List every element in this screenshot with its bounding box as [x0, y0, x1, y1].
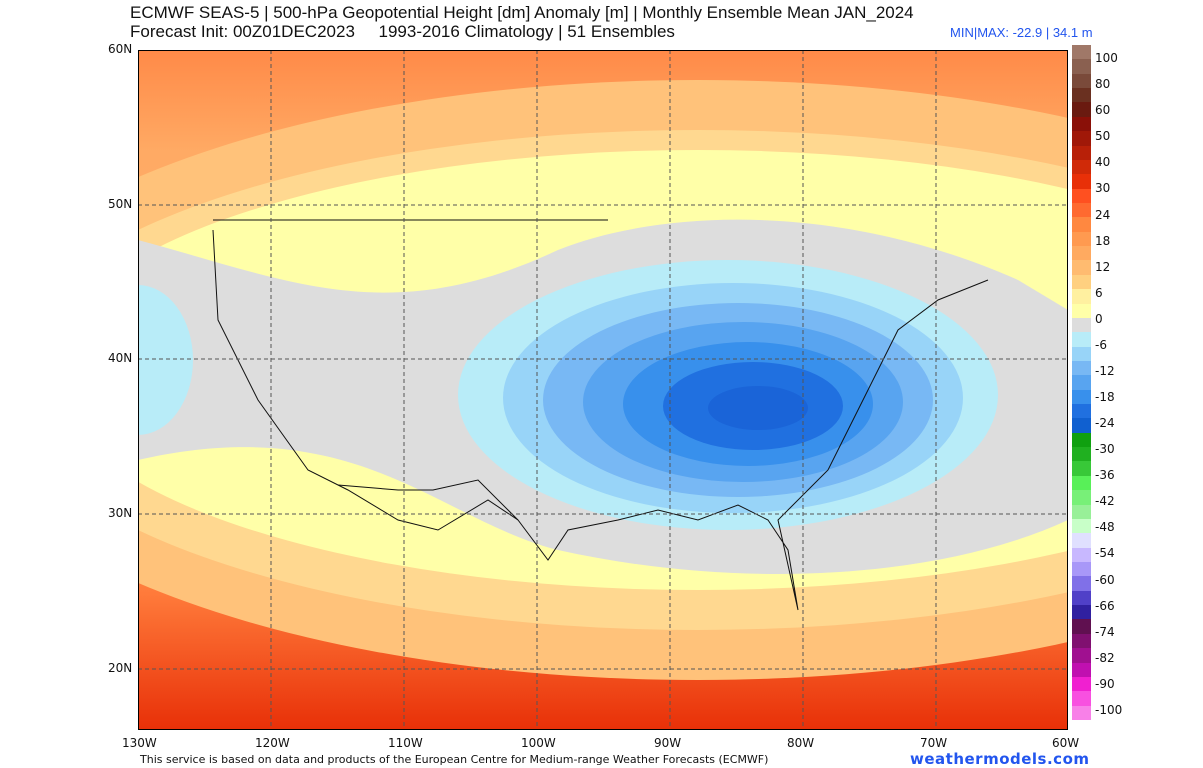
- colorbar-swatch: [1072, 662, 1091, 678]
- colorbar-swatch: [1072, 404, 1091, 419]
- colorbar-label: 80: [1095, 77, 1111, 91]
- colorbar-label: 30: [1095, 181, 1111, 195]
- colorbar-swatch: [1072, 59, 1091, 75]
- colorbar-label: -18: [1095, 390, 1115, 404]
- colorbar-label: -90: [1095, 677, 1115, 691]
- colorbar-swatch: [1072, 676, 1091, 692]
- colorbar-label: -42: [1095, 494, 1115, 508]
- colorbar-swatch: [1072, 633, 1091, 649]
- colorbar-swatch: [1072, 73, 1091, 89]
- colorbar-label: 18: [1095, 234, 1111, 248]
- colorbar-swatch: [1072, 303, 1091, 319]
- colorbar-swatch: [1072, 590, 1091, 606]
- colorbar-swatch: [1072, 447, 1091, 462]
- footer-credit: This service is based on data and produc…: [140, 753, 769, 766]
- colorbar-swatch: [1072, 389, 1091, 405]
- longitude-label: 120W: [255, 736, 290, 750]
- colorbar-swatch: [1072, 217, 1091, 233]
- colorbar-swatch: [1072, 691, 1091, 707]
- colorbar-label: 100: [1095, 51, 1118, 65]
- colorbar-swatch: [1072, 159, 1091, 175]
- us-mexico-border: [337, 479, 519, 521]
- colorbar-swatch: [1072, 418, 1091, 434]
- longitude-label: 70W: [920, 736, 948, 750]
- contour-neg3-west: [138, 285, 193, 435]
- colorbar-label: -12: [1095, 364, 1115, 378]
- colorbar-label: -82: [1095, 651, 1115, 665]
- colorbar-swatch: [1072, 202, 1091, 218]
- colorbar-swatch: [1072, 289, 1091, 304]
- colorbar-swatch: [1072, 145, 1091, 161]
- colorbar-swatch: [1072, 274, 1091, 290]
- colorbar-swatch: [1072, 504, 1091, 520]
- colorbar-swatch: [1072, 174, 1091, 190]
- longitude-label: 80W: [787, 736, 815, 750]
- colorbar-label: 6: [1095, 286, 1103, 300]
- colorbar-swatch: [1072, 116, 1091, 132]
- colorbar-swatch: [1072, 231, 1091, 247]
- title-line-1: ECMWF SEAS-5 | 500-hPa Geopotential Heig…: [130, 3, 914, 22]
- colorbar-label: 40: [1095, 155, 1111, 169]
- coastline: [212, 229, 989, 611]
- colorbar-swatch: [1072, 576, 1091, 592]
- graticule: [138, 50, 1068, 730]
- colorbar-swatch: [1072, 88, 1091, 103]
- latitude-label: 50N: [108, 197, 133, 211]
- colorbar-label: -66: [1095, 599, 1115, 613]
- min-max-readout: MIN|MAX: -22.9 | 34.1 m: [950, 25, 1093, 40]
- contour-neg21: [708, 386, 808, 430]
- colorbar-label: -36: [1095, 468, 1115, 482]
- latitude-label: 60N: [108, 42, 133, 56]
- colorbar-swatch: [1072, 360, 1091, 376]
- colorbar-swatch: [1072, 490, 1091, 506]
- latitude-label: 20N: [108, 661, 133, 675]
- colorbar-label: 60: [1095, 103, 1111, 117]
- colorbar-label: 12: [1095, 260, 1111, 274]
- colorbar-swatch: [1072, 605, 1091, 620]
- latitude-label: 40N: [108, 351, 133, 365]
- colorbar-swatch: [1072, 260, 1091, 276]
- longitude-label: 100W: [521, 736, 556, 750]
- colorbar-label: -6: [1095, 338, 1107, 352]
- colorbar-label: 0: [1095, 312, 1103, 326]
- colorbar-label: -60: [1095, 573, 1115, 587]
- colorbar-swatch: [1072, 332, 1091, 348]
- colorbar-label: 50: [1095, 129, 1111, 143]
- colorbar-label: 24: [1095, 208, 1111, 222]
- colorbar-swatch: [1072, 518, 1091, 534]
- colorbar-swatch: [1072, 317, 1091, 333]
- colorbar-swatch: [1072, 705, 1091, 721]
- anomaly-map: [138, 50, 1068, 730]
- latitude-label: 30N: [108, 506, 133, 520]
- colorbar-label: -54: [1095, 546, 1115, 560]
- colorbar-swatch: [1072, 131, 1091, 147]
- longitude-label: 60W: [1052, 736, 1080, 750]
- longitude-label: 110W: [388, 736, 423, 750]
- colorbar-swatch: [1072, 562, 1091, 577]
- colorbar-swatch: [1072, 45, 1091, 60]
- title-line-2: Forecast Init: 00Z01DEC2023 1993-2016 Cl…: [130, 22, 675, 41]
- colorbar-label: -100: [1095, 703, 1123, 717]
- colorbar-label: -24: [1095, 416, 1115, 430]
- colorbar-swatch: [1072, 375, 1091, 391]
- colorbar-swatch: [1072, 648, 1091, 664]
- colorbar-swatch: [1072, 246, 1091, 261]
- longitude-label: 90W: [654, 736, 682, 750]
- colorbar-label: -30: [1095, 442, 1115, 456]
- colorbar-swatch: [1072, 102, 1091, 118]
- colorbar-swatch: [1072, 432, 1091, 448]
- colorbar-swatch: [1072, 619, 1091, 635]
- colorbar-label: -48: [1095, 520, 1115, 534]
- longitude-label: 130W: [122, 736, 157, 750]
- colorbar-label: -74: [1095, 625, 1115, 639]
- colorbar-swatch: [1072, 188, 1091, 204]
- colorbar-swatch: [1072, 346, 1091, 362]
- colorbar-swatch: [1072, 533, 1091, 549]
- brand-link[interactable]: weathermodels.com: [910, 750, 1090, 768]
- colorbar-swatch: [1072, 475, 1091, 491]
- colorbar-swatch: [1072, 547, 1091, 563]
- colorbar-swatch: [1072, 461, 1091, 477]
